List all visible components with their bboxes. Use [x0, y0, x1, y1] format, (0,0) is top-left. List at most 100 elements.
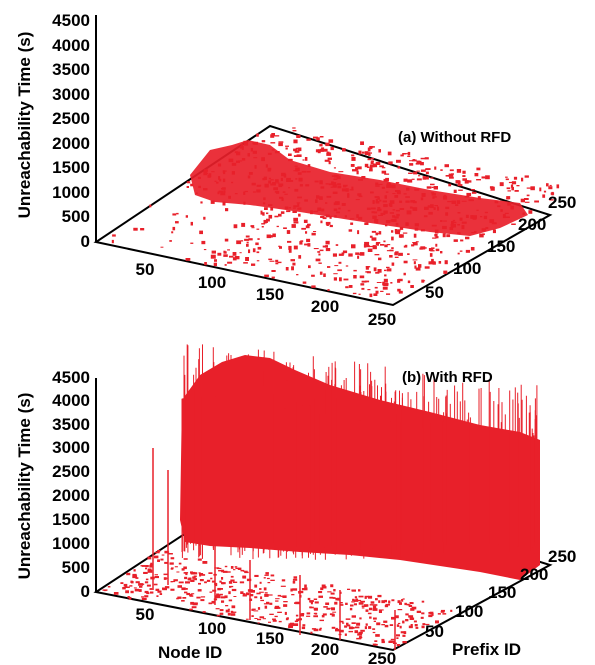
panel-a-point — [384, 244, 388, 248]
panel-b-point — [220, 596, 226, 599]
panel-b-point — [292, 588, 298, 591]
panel-b-point — [431, 613, 434, 616]
panel-a-ztick-0: 0 — [81, 232, 90, 251]
panel-b-point — [402, 598, 405, 600]
panel-a-point — [286, 230, 291, 234]
panel-a-point — [241, 143, 243, 147]
panel-a-point — [392, 193, 396, 195]
panel-a-point — [313, 231, 317, 232]
panel-b-point — [164, 561, 169, 564]
panel-a-point — [434, 233, 438, 237]
panel-a-point — [398, 278, 403, 282]
panel-a-point — [371, 230, 377, 233]
panel-b-point — [157, 590, 162, 593]
panel-b-xlabel: Node ID — [158, 643, 222, 662]
panel-b-point — [405, 619, 409, 622]
panel-a-point — [442, 233, 446, 238]
panel-a-point — [264, 274, 269, 277]
panel-a-point — [322, 217, 327, 220]
panel-b-spikes — [152, 344, 538, 650]
panel-a-point — [364, 151, 369, 155]
panel-b-point — [219, 612, 224, 615]
panel-a-point — [403, 178, 408, 182]
panel-a-point — [457, 212, 461, 214]
panel-b-point — [309, 600, 314, 603]
panel-b-point — [345, 618, 351, 620]
panel-a-point — [317, 149, 321, 154]
panel-b-point — [191, 593, 195, 595]
panel-a-point — [490, 186, 495, 191]
panel-a-point — [461, 200, 467, 202]
panel-a-point — [376, 242, 381, 244]
panel-a-annotation: (a) Without RFD — [398, 129, 511, 146]
panel-b-point — [310, 602, 313, 605]
panel-a-point — [343, 278, 349, 281]
panel-b-point — [354, 630, 358, 634]
panel-a-ztick-3: 1500 — [52, 158, 90, 177]
panel-a-point — [510, 184, 514, 188]
panel-b-point — [200, 599, 205, 602]
panel-b-point — [344, 633, 347, 636]
panel-b-point — [354, 626, 360, 629]
panel-a-point — [415, 241, 419, 243]
panel-a-point — [318, 262, 322, 264]
panel-a-point — [293, 170, 299, 172]
panel-b-point — [408, 615, 414, 618]
panel-b-point — [348, 626, 354, 630]
panel-a-point — [160, 246, 164, 248]
panel-b-point — [301, 626, 306, 630]
panel-b-point — [227, 613, 231, 616]
panel-a-point — [385, 191, 389, 193]
panel-b-point — [197, 558, 202, 561]
panel-b-point — [144, 590, 149, 594]
panel-a: Unreachability Time (s) 0 500 1000 1500 … — [15, 11, 576, 329]
panel-a-point — [437, 206, 440, 211]
panel-a-point — [338, 207, 341, 210]
panel-a-point — [414, 223, 419, 227]
panel-b-point — [170, 581, 176, 583]
panel-b-point — [259, 616, 265, 619]
panel-b-point — [331, 626, 336, 629]
panel-a-point — [323, 148, 328, 152]
panel-a-point — [233, 224, 238, 229]
panel-a-point — [550, 192, 555, 195]
panel-b-point — [138, 589, 142, 592]
panel-b-point — [283, 604, 288, 607]
panel-b-point — [146, 584, 151, 587]
panel-a-point — [375, 290, 379, 294]
panel-a-point — [266, 218, 270, 222]
panel-b-point — [149, 564, 153, 568]
panel-a-point — [420, 229, 425, 232]
panel-a-point — [307, 164, 311, 167]
panel-a-point — [224, 238, 229, 242]
panel-a-point — [199, 230, 203, 235]
panel-a-point — [391, 236, 394, 241]
panel-a-point — [375, 182, 379, 186]
panel-a-point — [297, 203, 300, 207]
panel-b-point — [333, 589, 336, 592]
panel-a-point — [433, 207, 436, 210]
panel-a-point — [443, 195, 448, 200]
panel-a-point — [271, 276, 275, 279]
panel-b-ztick-8: 4000 — [52, 391, 90, 410]
panel-a-point — [352, 292, 357, 295]
panel-b-point — [259, 581, 262, 584]
panel-b-point — [326, 607, 330, 610]
panel-a-point — [500, 209, 503, 212]
panel-a-point — [506, 198, 510, 200]
panel-a-point — [438, 261, 442, 264]
panel-a-scatter — [111, 127, 560, 298]
panel-b-point — [281, 579, 286, 582]
panel-a-point — [386, 266, 390, 268]
panel-a-point — [185, 215, 188, 218]
panel-a-point — [286, 210, 291, 213]
panel-a-point — [507, 190, 511, 192]
panel-b-point — [372, 631, 376, 634]
panel-a-point — [266, 234, 271, 239]
panel-b-point — [257, 622, 260, 624]
panel-b-point — [249, 598, 253, 601]
panel-b-point — [345, 602, 348, 605]
panel-a-point — [403, 245, 407, 248]
panel-b-point — [413, 620, 417, 623]
panel-a-point — [337, 185, 342, 189]
